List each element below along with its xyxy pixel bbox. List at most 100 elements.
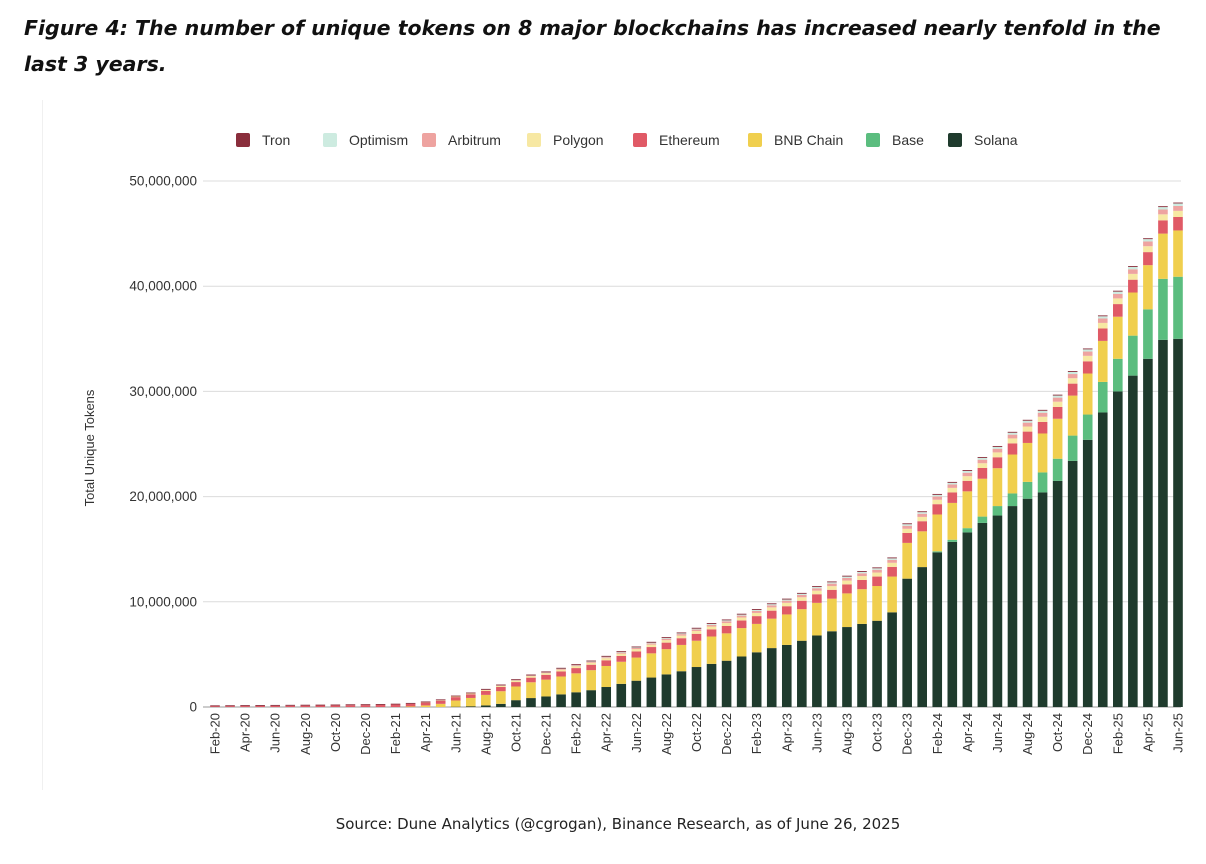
legend-label-base: Base <box>892 132 924 148</box>
bar-segment-tron <box>977 456 988 458</box>
bar-segment-bnb-chain <box>586 670 596 691</box>
x-tick-label: Apr-25 <box>1140 713 1155 752</box>
x-tick-label: Oct-23 <box>870 713 885 752</box>
bar-segment-polygon <box>691 631 702 634</box>
bar-segment-polygon <box>887 562 897 567</box>
bar-segment-arbitrum <box>1173 205 1183 211</box>
bar-segment-solana <box>917 567 927 707</box>
bar-segment-optimism <box>1143 239 1153 242</box>
bar-segment-solana <box>616 683 627 707</box>
bar-segment-bnb-chain <box>1128 292 1138 336</box>
bar-segment-solana <box>1128 375 1138 707</box>
bar-segment-polygon <box>917 516 927 522</box>
bar-segment-polygon <box>1007 438 1018 444</box>
bar-segment-optimism <box>1037 410 1048 413</box>
bar-segment-ethereum <box>210 706 220 707</box>
bar-segment-ethereum <box>902 533 912 543</box>
bar-segment-ethereum <box>661 642 672 650</box>
legend-swatch-optimism <box>323 133 337 147</box>
bar-segment-polygon <box>496 685 506 688</box>
bar-segment-polygon <box>962 476 973 481</box>
legend-swatch-ethereum <box>633 133 647 147</box>
bar-segment-arbitrum <box>541 672 551 674</box>
bar-segment-optimism <box>797 593 807 595</box>
bar-segment-bnb-chain <box>736 628 747 657</box>
bar-segment-bnb-chain <box>571 673 581 693</box>
bar-segment-tron <box>797 592 807 594</box>
bar-segment-tron <box>541 671 551 673</box>
x-tick-label: Jun-24 <box>990 713 1005 753</box>
bar-segment-tron <box>601 655 612 657</box>
bar-segment-polygon <box>1097 322 1108 329</box>
x-tick-label: Jun-21 <box>448 713 463 753</box>
bar-segment-tron <box>511 679 521 681</box>
bar-segment-tron <box>631 646 642 648</box>
bar-segment-optimism <box>721 620 732 622</box>
bar-segment-tron <box>842 575 852 577</box>
bar-segment-arbitrum <box>887 559 897 563</box>
bar-segment-bnb-chain <box>1052 418 1063 459</box>
bar-segment-tron <box>646 641 657 643</box>
bar-segment-polygon <box>812 590 822 595</box>
bar-segment-tron <box>1173 202 1183 204</box>
bar-segment-ethereum <box>345 705 356 707</box>
bar-segment-tron <box>661 637 672 639</box>
x-tick-label: Aug-23 <box>839 713 854 755</box>
bar-segment-arbitrum <box>616 652 627 654</box>
bar-segment-solana <box>962 532 973 707</box>
bar-segment-tron <box>766 603 777 605</box>
bar-segment-ethereum <box>586 664 596 671</box>
gridlines <box>203 180 1181 708</box>
bar-segment-bnb-chain <box>556 676 566 695</box>
bar-segment-ethereum <box>526 677 536 683</box>
bar-segment-ethereum <box>1037 421 1048 434</box>
bar-segment-ethereum <box>1113 304 1123 317</box>
bar-segment-ethereum <box>842 584 852 594</box>
bar-segment-bnb-chain <box>977 478 988 517</box>
bar-segment-tron <box>1158 206 1168 208</box>
bar-segment-ethereum <box>872 576 882 587</box>
bar-segment-polygon <box>827 586 837 590</box>
legend-label-bnb-chain: BNB Chain <box>774 132 843 148</box>
bar-segment-ethereum <box>857 579 867 590</box>
bar-segment-polygon <box>1158 214 1168 221</box>
bar-segment-solana <box>586 690 596 707</box>
bar-segment-arbitrum <box>571 665 581 667</box>
bar-segment-ethereum <box>420 702 431 706</box>
bar-segment-bnb-chain <box>1113 316 1123 359</box>
bar-segment-base <box>1143 309 1153 359</box>
x-tick-label: Oct-24 <box>1050 713 1065 752</box>
bar-segment-ethereum <box>721 626 732 634</box>
bar-segment-optimism <box>992 446 1003 449</box>
x-tick-label: Dec-23 <box>900 713 915 755</box>
bar-segment-ethereum <box>601 660 612 666</box>
bar-segment-optimism <box>676 633 687 635</box>
bar-segment-tron <box>947 481 958 483</box>
bar-segment-polygon <box>781 602 792 607</box>
bar-segment-bnb-chain <box>1173 230 1183 277</box>
bar-segment-ethereum <box>255 705 265 707</box>
bar-segment-polygon <box>1067 378 1078 384</box>
bar-segment-solana <box>571 692 581 707</box>
bar-segment-ethereum <box>1158 220 1168 234</box>
x-tick-label: Dec-24 <box>1080 713 1095 755</box>
bar-segment-ethereum <box>1067 383 1078 396</box>
bar-segment-solana <box>721 660 732 707</box>
bar-segment-arbitrum <box>631 647 642 650</box>
bar-segment-ethereum <box>781 606 792 615</box>
bar-segment-base <box>977 516 988 523</box>
bar-segment-ethereum <box>646 647 657 654</box>
bar-segment-optimism <box>1173 203 1183 206</box>
bar-segment-ethereum <box>887 566 897 577</box>
bar-segment-bnb-chain <box>766 618 777 649</box>
bar-segment-tron <box>556 667 566 669</box>
bar-segment-arbitrum <box>992 448 1003 453</box>
bar-segment-arbitrum <box>691 629 702 632</box>
bar-segment-ethereum <box>1128 279 1138 293</box>
bar-segment-bnb-chain <box>872 586 882 621</box>
bar-segment-tron <box>812 586 822 588</box>
x-axis-ticks: Feb-20 Apr-20 Jun-20 Aug-20 Oct-20 Dec-20 Feb-… <box>208 713 1186 755</box>
bar-segment-bnb-chain <box>962 491 973 529</box>
x-tick-label: Oct-20 <box>328 713 343 752</box>
bar-segment-solana <box>601 687 612 707</box>
